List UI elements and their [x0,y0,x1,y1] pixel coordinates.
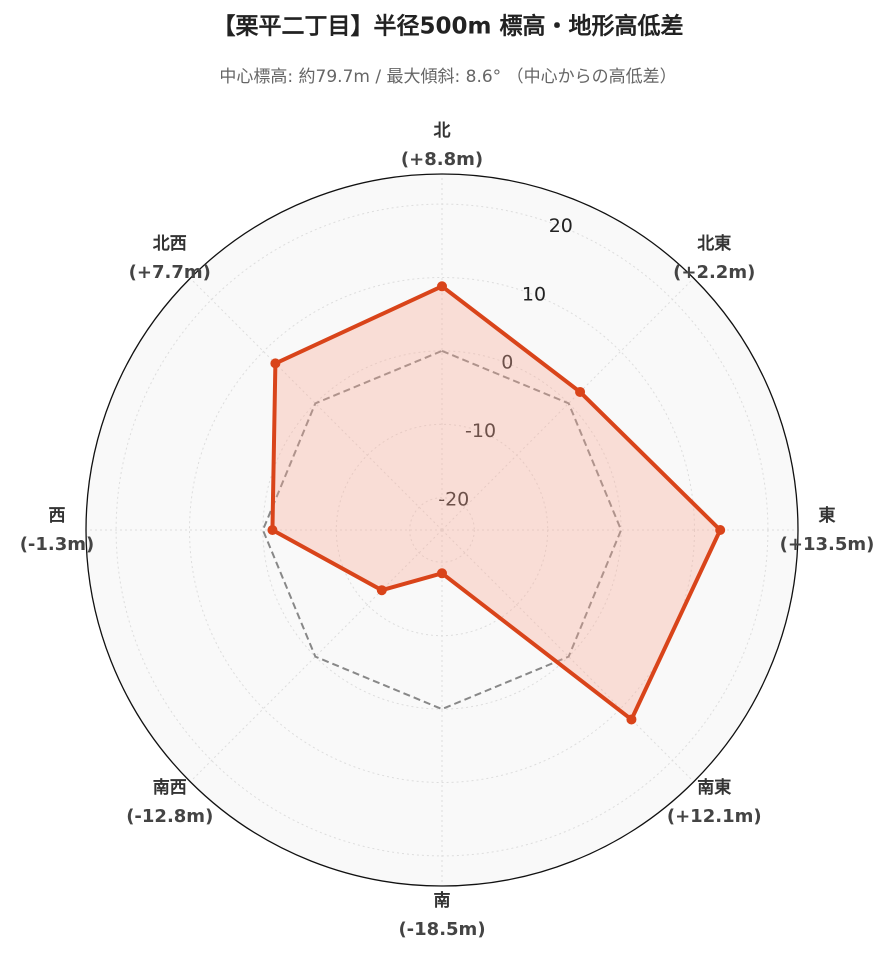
category-label: 南西 [153,777,187,798]
data-point [575,386,586,397]
category-label: 西 [49,506,66,526]
value-label: (+2.2m) [673,262,755,283]
value-label: (-18.5m) [398,919,485,940]
r-tick-label: -10 [465,420,496,442]
data-point [437,568,447,579]
spoke [189,277,443,531]
data-point [437,281,447,292]
spoke [441,277,695,531]
spoke [441,529,695,783]
data-point [270,358,281,369]
category-label: 北西 [153,234,187,254]
r-tick-label: 0 [501,352,513,374]
value-label: (+12.1m) [667,806,762,827]
reference-line [261,349,623,711]
value-label: (-1.3m) [20,534,95,555]
category-label: 南東 [697,777,731,798]
r-tick-label: -20 [438,488,469,510]
data-point [626,714,637,725]
spoke [189,529,443,783]
chart-subtitle: 中心標高: 約79.7m / 最大傾斜: 8.6° （中心からの高低差） [219,67,676,87]
category-label: 南 [434,890,451,911]
category-label: 北東 [697,233,731,254]
r-tick-label: 10 [522,283,546,305]
value-label: (+8.8m) [401,149,483,170]
grid-circle [409,497,475,563]
data-point [267,525,278,535]
r-tick-label: 20 [549,215,573,237]
chart-title: 【栗平二丁目】半径500m 標高・地形高低差 [213,13,684,40]
grid-circle [188,276,696,784]
category-label: 北 [434,121,451,141]
value-label: (+7.7m) [129,262,211,283]
plot-border [85,173,799,887]
grid-circle [262,350,622,710]
data-point [376,585,387,596]
data-point [715,525,726,535]
value-label: (-12.8m) [126,806,213,827]
category-label: 東 [819,505,836,526]
value-label: (+13.5m) [780,534,875,555]
